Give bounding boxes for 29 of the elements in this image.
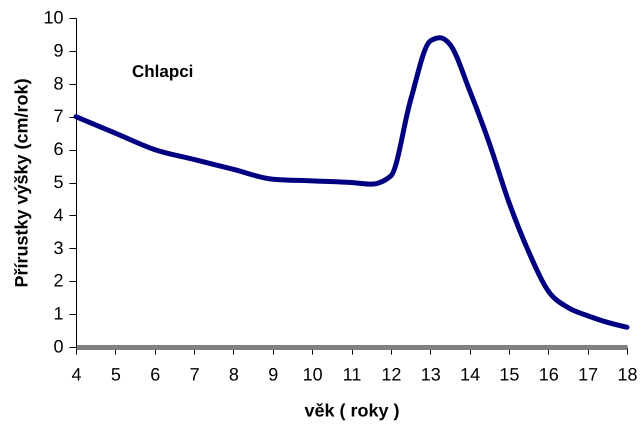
- x-tick-label: 10: [302, 364, 323, 384]
- x-tick-label: 16: [538, 364, 559, 384]
- x-tick-label: 8: [228, 364, 239, 384]
- y-axis-title: Přírustky výšky (cm/rok): [11, 78, 32, 288]
- y-tick-label: 2: [53, 270, 64, 291]
- y-tick-label: 8: [53, 73, 64, 94]
- x-tick-label: 11: [342, 364, 362, 384]
- x-tick-label: 6: [150, 364, 160, 384]
- y-tick-label: 1: [53, 304, 64, 324]
- y-tick-label: 7: [53, 106, 64, 126]
- x-tick-label: 13: [420, 364, 441, 384]
- y-tick-label: 5: [53, 172, 64, 192]
- y-tick-label: 3: [53, 238, 64, 258]
- y-tick-label: 10: [43, 8, 64, 28]
- y-tick-label: 6: [53, 139, 64, 160]
- x-tick-label: 15: [499, 364, 520, 384]
- y-tick-label: 9: [53, 40, 64, 60]
- x-tick-label: 17: [578, 364, 598, 384]
- x-tick-label: 9: [268, 364, 278, 384]
- text: Chlapci: [132, 62, 194, 81]
- x-tick-label: 12: [381, 364, 402, 384]
- x-tick-label: 7: [190, 364, 200, 384]
- x-tick-label: 4: [71, 364, 82, 384]
- x-axis-title: věk ( roky ): [304, 400, 400, 420]
- x-tick-label: 18: [617, 364, 638, 384]
- y-tick-label: 4: [53, 204, 64, 225]
- y-tick-label: 0: [53, 336, 64, 356]
- x-tick-label: 5: [110, 364, 121, 384]
- x-tick-label: 14: [460, 364, 480, 384]
